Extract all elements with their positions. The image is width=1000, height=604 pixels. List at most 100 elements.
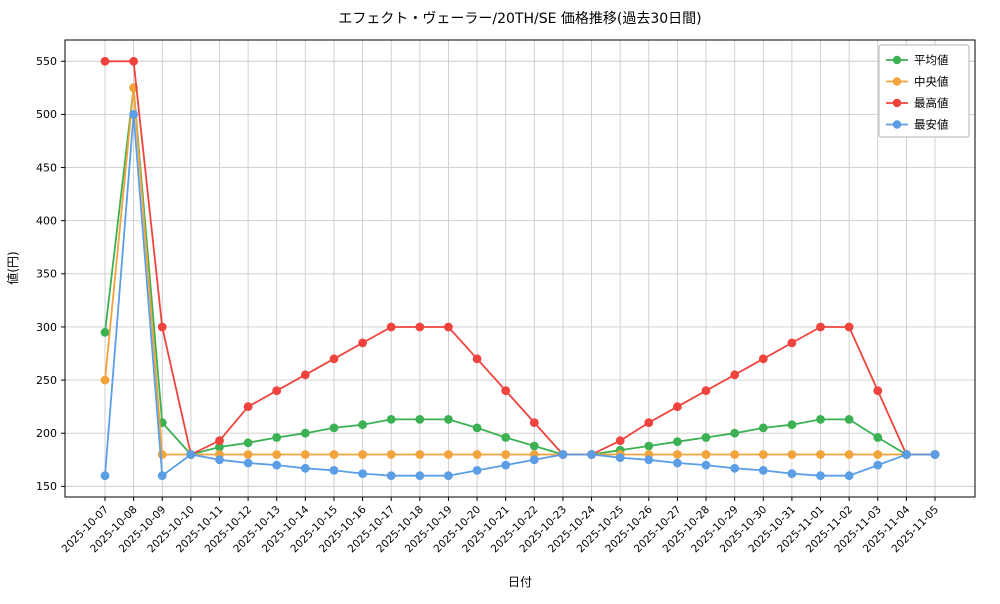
- data-point-average: [358, 420, 367, 430]
- data-point-min: [673, 458, 682, 468]
- y-tick-label: 450: [36, 161, 57, 174]
- data-point-max: [501, 386, 511, 396]
- data-point-min: [615, 453, 625, 463]
- data-point-median: [272, 450, 282, 459]
- data-point-median: [730, 450, 740, 459]
- series-line-max: [105, 60, 935, 456]
- y-tick-label: 150: [36, 480, 57, 493]
- data-point-max: [129, 56, 139, 66]
- data-point-min: [730, 463, 740, 473]
- data-point-max: [673, 402, 682, 412]
- data-series: [100, 56, 940, 481]
- data-point-min: [444, 471, 453, 481]
- data-point-min: [386, 471, 396, 481]
- data-point-average: [758, 423, 768, 433]
- data-point-min: [243, 458, 253, 468]
- data-point-min: [816, 471, 825, 481]
- data-point-average: [873, 433, 883, 442]
- data-point-average: [501, 433, 511, 442]
- data-point-min: [587, 450, 596, 459]
- data-point-average: [100, 327, 110, 337]
- legend-label-max: 最高値: [914, 96, 949, 110]
- x-axis-label: 日付: [508, 575, 532, 589]
- data-point-max: [272, 386, 282, 396]
- data-point-average: [243, 438, 253, 448]
- y-tick-label: 200: [36, 427, 57, 440]
- data-point-median: [816, 450, 825, 459]
- data-point-min: [902, 450, 911, 459]
- data-point-median: [701, 450, 711, 459]
- data-point-median: [673, 450, 682, 459]
- series-min: [100, 110, 940, 481]
- plot-border: [64, 39, 976, 498]
- data-point-median: [415, 450, 425, 459]
- data-point-average: [644, 441, 654, 451]
- data-point-max: [787, 338, 797, 348]
- legend-marker-median: [892, 77, 902, 86]
- data-point-min: [358, 469, 367, 478]
- data-point-average: [215, 442, 224, 452]
- data-point-min: [873, 460, 883, 470]
- data-point-median: [100, 375, 110, 385]
- legend-label-min: 最安値: [914, 118, 949, 132]
- legend-marker-min: [892, 120, 902, 129]
- data-point-average: [300, 428, 310, 438]
- grid-lines: [65, 40, 975, 497]
- data-point-median: [501, 450, 511, 459]
- data-point-average: [472, 423, 482, 433]
- data-point-average: [444, 415, 453, 424]
- data-point-average: [816, 415, 825, 424]
- series-max: [100, 56, 940, 459]
- data-point-median: [329, 450, 339, 459]
- axis-ticks: 1502002503003504004505005502025-10-07202…: [36, 55, 941, 555]
- data-point-median: [758, 450, 768, 459]
- data-point-max: [243, 402, 253, 412]
- data-point-median: [243, 450, 253, 459]
- data-point-min: [100, 471, 110, 481]
- data-point-median: [472, 450, 482, 459]
- data-point-max: [329, 354, 339, 364]
- chart-title: エフェクト・ヴェーラー/20TH/SE 価格推移(過去30日間): [338, 10, 701, 27]
- data-point-median: [386, 450, 396, 459]
- data-point-max: [758, 354, 768, 364]
- series-line-average: [104, 87, 935, 456]
- data-point-min: [844, 471, 854, 481]
- legend-item-median: 中央値: [886, 75, 949, 89]
- data-point-average: [844, 415, 854, 424]
- y-tick-label: 550: [36, 55, 57, 68]
- data-point-average: [673, 437, 682, 447]
- legend-item-average: 平均値: [886, 53, 949, 67]
- data-point-max: [100, 56, 110, 66]
- data-point-min: [701, 460, 711, 470]
- data-point-max: [415, 322, 425, 332]
- data-point-min: [329, 466, 339, 475]
- data-point-median: [844, 450, 854, 459]
- y-tick-label: 250: [36, 374, 57, 387]
- data-point-min: [472, 466, 482, 475]
- y-tick-label: 500: [36, 108, 57, 121]
- data-point-average: [386, 415, 396, 424]
- data-point-max: [873, 386, 883, 396]
- y-tick-label: 350: [36, 268, 57, 281]
- data-point-max: [386, 322, 396, 332]
- legend-marker-average: [892, 55, 902, 65]
- data-point-min: [300, 463, 310, 473]
- data-point-max: [472, 354, 482, 364]
- data-point-average: [730, 428, 740, 438]
- data-point-max: [816, 322, 825, 332]
- series-line-min: [104, 114, 935, 478]
- data-point-min: [215, 455, 224, 465]
- data-point-max: [730, 370, 740, 380]
- data-point-max: [444, 322, 453, 332]
- data-point-min: [758, 466, 768, 475]
- data-point-min: [415, 471, 425, 481]
- data-point-average: [529, 441, 539, 451]
- data-point-median: [358, 450, 367, 459]
- data-point-max: [157, 322, 167, 332]
- data-point-min: [930, 450, 940, 459]
- data-point-min: [157, 471, 167, 481]
- data-point-average: [701, 433, 711, 442]
- data-point-max: [529, 418, 539, 427]
- series-median: [100, 83, 940, 459]
